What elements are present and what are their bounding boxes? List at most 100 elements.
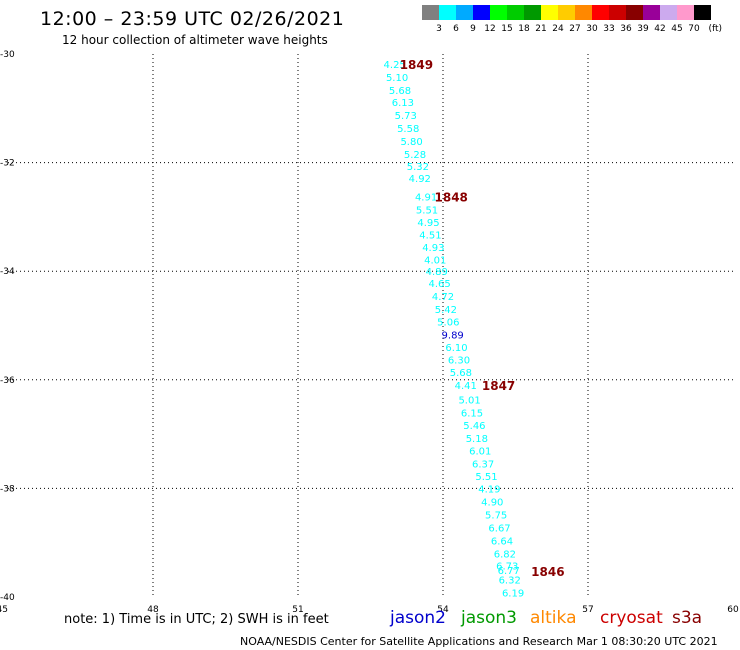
lon-tick-label: 57 — [582, 605, 593, 615]
wave-height-label: 6.77 — [498, 566, 520, 577]
wave-height-label: 5.51 — [475, 472, 497, 483]
legend-swatch — [626, 5, 643, 20]
lat-tick-label: -30 — [0, 50, 15, 60]
legend-swatch — [643, 5, 660, 20]
lat-tick-label: -32 — [0, 159, 15, 169]
legend-swatch — [677, 5, 694, 20]
legend-swatch — [456, 5, 473, 20]
wave-height-label: 9.89 — [442, 331, 464, 342]
wave-height-label: 6.73 — [496, 562, 518, 573]
wave-height-label: 5.75 — [485, 510, 507, 521]
wave-height-label: 4.41 — [455, 381, 477, 392]
legend-unit: (ft) — [708, 24, 723, 34]
lat-tick-label: -38 — [0, 484, 15, 494]
wave-height-label: 4.91 — [415, 192, 437, 203]
legend-swatch — [422, 5, 439, 20]
wave-height-label: 4.89 — [426, 267, 448, 278]
wave-height-label: 6.37 — [472, 459, 494, 470]
lon-tick-label: 48 — [147, 605, 159, 615]
wave-height-label: 5.10 — [386, 73, 408, 84]
lon-tick-label: 51 — [292, 605, 303, 615]
wave-height-label: 5.28 — [404, 150, 426, 161]
legend-swatch — [524, 5, 541, 20]
chart-subtitle: 12 hour collection of altimeter wave hei… — [62, 33, 328, 47]
wave-height-label: 4.93 — [422, 243, 444, 254]
wave-height-label: 6.64 — [491, 537, 513, 548]
wave-height-label: 4.95 — [417, 218, 439, 229]
wave-height-label: 4.65 — [428, 279, 450, 290]
legend-swatch — [507, 5, 524, 20]
footer-note: note: 1) Time is in UTC; 2) SWH is in fe… — [64, 612, 329, 627]
wave-height-label: 4.92 — [409, 174, 431, 185]
legend-label: 30 — [586, 24, 598, 34]
legend-swatch — [592, 5, 609, 20]
lon-tick-label: 54 — [437, 605, 449, 615]
pass-time-label: 1848 — [435, 190, 468, 204]
wave-height-label: 6.15 — [461, 408, 483, 419]
legend-label: 42 — [654, 24, 666, 34]
wave-height-label: 4.25 — [384, 60, 406, 71]
satellite-label-jason3: jason3 — [461, 608, 517, 628]
wave-height-label: 6.01 — [469, 446, 491, 457]
wave-height-label: 4.01 — [424, 255, 446, 266]
wave-height-label: 6.13 — [392, 98, 414, 109]
legend-swatch — [439, 5, 456, 20]
legend-label: 24 — [552, 24, 564, 34]
wave-height-label: 5.68 — [389, 86, 411, 97]
legend-label: 33 — [603, 24, 615, 34]
credit-line: NOAA/NESDIS Center for Satellite Applica… — [240, 635, 718, 648]
wave-height-label: 5.80 — [400, 137, 422, 148]
wave-height-label: 6.30 — [448, 356, 470, 367]
legend-label: 18 — [518, 24, 530, 34]
chart-title: 12:00 – 23:59 UTC 02/26/2021 — [40, 8, 345, 30]
legend-label: 39 — [637, 24, 649, 34]
wave-height-label: 5.32 — [407, 162, 429, 173]
satellite-label-s3a: s3a — [672, 608, 703, 628]
legend-label: 3 — [436, 24, 442, 34]
wave-height-label: 5.46 — [463, 421, 485, 432]
legend-swatch — [558, 5, 575, 20]
wave-height-label: 6.10 — [445, 343, 467, 354]
wave-height-label: 4.19 — [478, 484, 500, 495]
legend-label: 70 — [688, 24, 700, 34]
wave-height-label: 6.32 — [499, 576, 521, 587]
pass-time-label: 1846 — [531, 565, 564, 579]
pass-time-label: 1847 — [482, 379, 515, 393]
pass-time-label: 1849 — [400, 58, 433, 72]
legend-label: 36 — [620, 24, 632, 34]
satellite-label-altika: altika — [530, 608, 577, 628]
legend-swatch — [473, 5, 490, 20]
legend-label: 27 — [569, 24, 581, 34]
wave-height-label: 5.06 — [437, 318, 459, 329]
legend-label: 12 — [484, 24, 496, 34]
legend-label: 21 — [535, 24, 547, 34]
satellite-label-cryosat: cryosat — [600, 608, 663, 628]
wave-height-label: 6.67 — [488, 523, 510, 534]
wave-height-label: 5.68 — [450, 368, 472, 379]
wave-height-label: 5.73 — [395, 111, 417, 122]
wave-height-label: 5.01 — [458, 395, 480, 406]
wave-height-label: 4.72 — [432, 292, 454, 303]
lat-tick-label: -36 — [0, 376, 15, 386]
wave-height-label: 5.51 — [416, 205, 438, 216]
legend-label: 6 — [453, 24, 459, 34]
legend-swatch — [541, 5, 558, 20]
legend-label: 45 — [671, 24, 683, 34]
wave-height-label: 6.19 — [502, 589, 524, 600]
lon-tick-label: 60 — [727, 605, 739, 615]
legend-swatch — [575, 5, 592, 20]
lat-tick-label: -34 — [0, 267, 15, 277]
satellite-label-jason2: jason2 — [390, 608, 446, 628]
legend-swatch — [490, 5, 507, 20]
legend-swatch — [694, 5, 711, 20]
wave-height-label: 6.82 — [494, 550, 516, 561]
legend-label: 9 — [470, 24, 476, 34]
lat-tick-label: -40 — [0, 593, 15, 603]
legend-label: 15 — [501, 24, 513, 34]
lon-tick-label: 45 — [0, 605, 8, 615]
wave-height-label: 5.58 — [397, 124, 419, 135]
wave-height-label: 5.18 — [466, 434, 488, 445]
legend-swatch — [609, 5, 626, 20]
wave-height-label: 5.42 — [435, 305, 457, 316]
